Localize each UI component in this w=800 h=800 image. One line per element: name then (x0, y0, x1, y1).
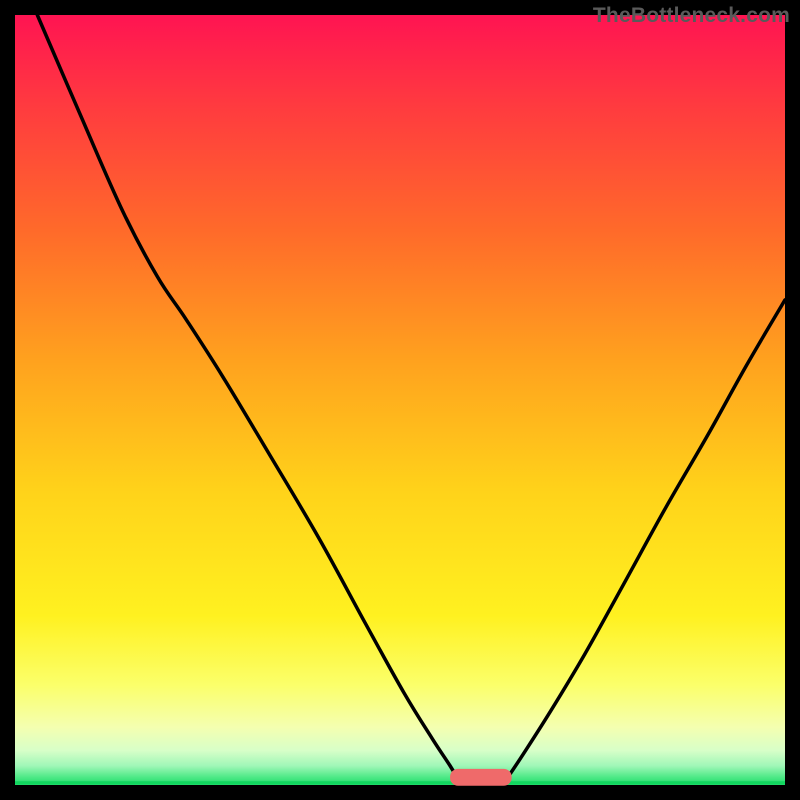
chart-container: TheBottleneck.com (0, 0, 800, 800)
bottleneck-marker (450, 769, 512, 786)
bottleneck-chart (0, 0, 800, 800)
chart-plot-area (15, 15, 785, 785)
watermark-text: TheBottleneck.com (593, 4, 790, 28)
